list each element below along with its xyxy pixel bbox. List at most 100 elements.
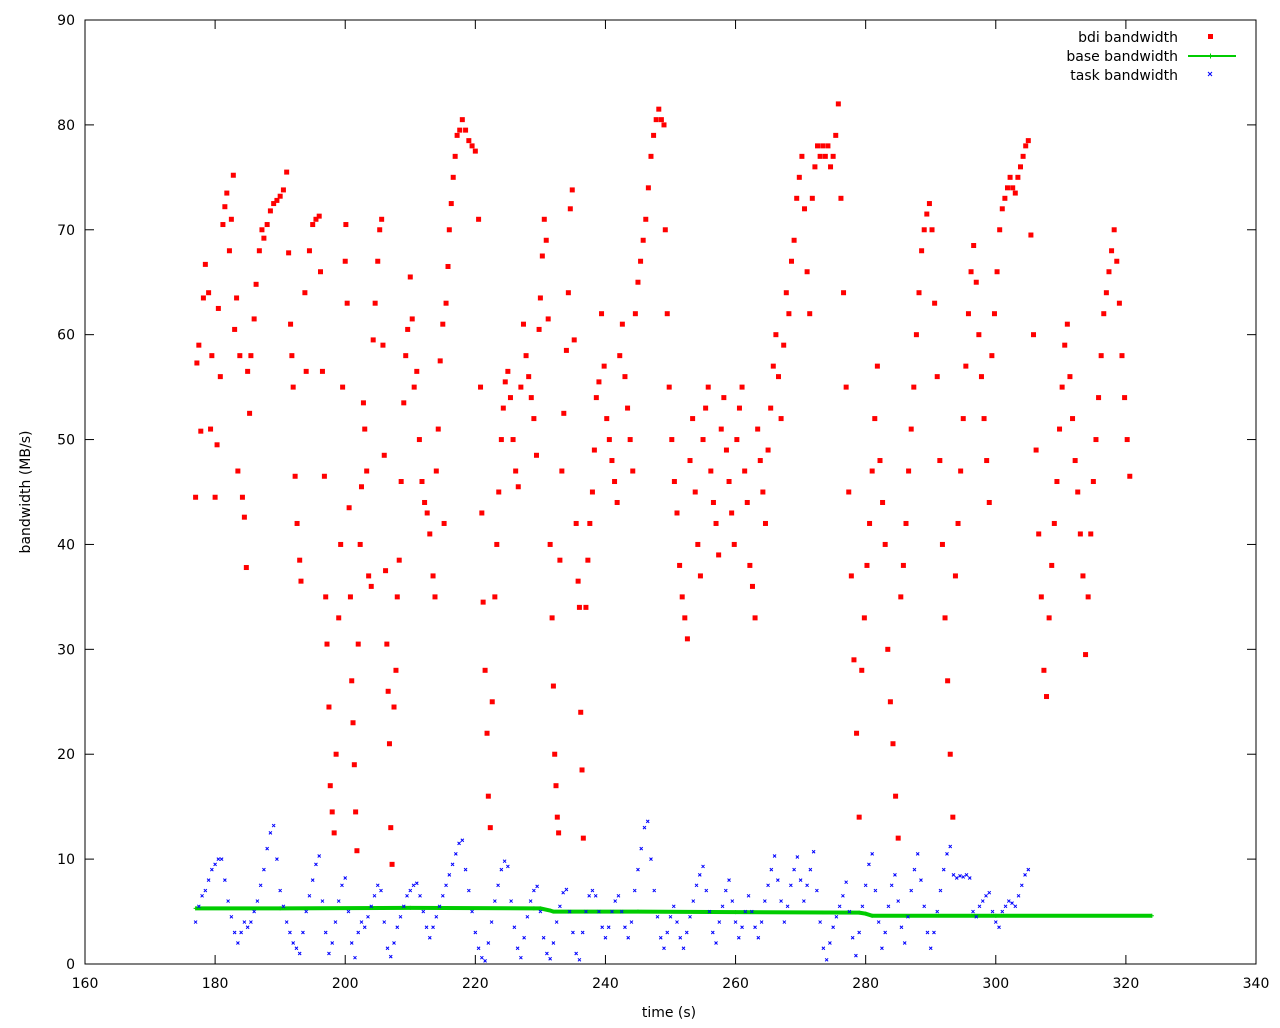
bdi-bandwidth-point [809, 195, 815, 201]
bdi-bandwidth-point [459, 117, 465, 123]
task-bandwidth-point [307, 893, 312, 898]
task-bandwidth-point [938, 888, 943, 893]
bdi-bandwidth-point [661, 122, 667, 128]
task-bandwidth-point [271, 823, 276, 828]
bdi-bandwidth-point [579, 767, 585, 773]
legend-entry-task: task bandwidth [1070, 68, 1213, 84]
task-bandwidth-point [756, 935, 761, 940]
bdi-bandwidth-point [427, 531, 433, 537]
task-bandwidth-point [545, 951, 549, 956]
bdi-bandwidth-point [1059, 384, 1065, 390]
task-bandwidth-point [362, 925, 367, 930]
task-bandwidth-point [284, 920, 289, 924]
bdi-bandwidth-point [653, 117, 659, 123]
bdi-bandwidth-point [214, 442, 220, 448]
bdi-bandwidth-point [640, 237, 646, 243]
task-bandwidth-point [450, 862, 455, 867]
task-bandwidth-point [961, 875, 966, 879]
task-bandwidth-point [863, 883, 868, 888]
bdi-bandwidth-point [710, 499, 716, 505]
bdi-bandwidth-point [556, 830, 562, 836]
bdi-bandwidth-point [306, 248, 312, 254]
bdi-bandwidth-point [619, 321, 625, 327]
task-bandwidth-point [291, 941, 296, 945]
task-bandwidth-point [281, 904, 286, 909]
task-bandwidth-point [749, 909, 754, 914]
task-bandwidth-point [935, 909, 940, 914]
task-bandwidth-point [320, 899, 325, 903]
task-bandwidth-point [766, 883, 770, 888]
task-bandwidth-point [941, 867, 946, 872]
task-bandwidth-point [821, 946, 826, 951]
task-bandwidth-point [730, 899, 735, 903]
bdi-bandwidth-point [833, 132, 839, 138]
task-bandwidth-point [642, 825, 647, 830]
bdi-bandwidth-point [358, 484, 364, 490]
bdi-bandwidth-point [288, 321, 294, 327]
bdi-bandwidth-point [200, 295, 206, 301]
bdi-bandwidth-point [755, 426, 761, 432]
bdi-bandwidth-point [971, 243, 977, 249]
bdi-bandwidth-point [877, 458, 883, 464]
task-bandwidth-point [343, 876, 348, 880]
task-bandwidth-point [697, 872, 702, 877]
bdi-bandwidth-point [323, 594, 329, 600]
bdi-bandwidth-point [217, 374, 223, 380]
task-bandwidth-point [499, 867, 504, 872]
bdi-bandwidth-point [289, 353, 295, 359]
bdi-bandwidth-point [398, 479, 404, 485]
bdi-bandwidth-point [526, 374, 532, 380]
bdi-bandwidth-point [656, 106, 662, 112]
bdi-bandwidth-point [900, 562, 906, 568]
bdi-bandwidth-point [316, 213, 322, 219]
task-bandwidth-point [268, 831, 273, 835]
x-tick-label: 200 [332, 976, 359, 992]
bdi-bandwidth-point [346, 505, 352, 511]
legend-label-bdi: bdi bandwidth [1078, 30, 1178, 46]
series-task-bandwidth [193, 819, 1031, 963]
bdi-bandwidth-point [1119, 353, 1125, 359]
task-bandwidth-point [317, 854, 322, 858]
bdi-bandwidth-point [1054, 479, 1060, 485]
bdi-bandwidth-point [463, 127, 469, 133]
task-bandwidth-point [893, 872, 897, 877]
bdi-bandwidth-point [958, 468, 964, 474]
bdi-bandwidth-point [643, 216, 649, 222]
bdi-bandwidth-point [828, 164, 834, 170]
bdi-bandwidth-point [476, 216, 482, 222]
bdi-bandwidth-point [999, 206, 1005, 212]
bdi-bandwidth-point [310, 222, 316, 228]
bdi-bandwidth-point [1044, 694, 1050, 700]
bdi-bandwidth-point [333, 751, 339, 757]
bdi-bandwidth-point [194, 360, 200, 366]
y-tick-label: 40 [57, 537, 75, 553]
bdi-bandwidth-point [1062, 342, 1068, 348]
task-bandwidth-point [554, 920, 559, 924]
bdi-bandwidth-point [726, 479, 732, 485]
task-bandwidth-point [688, 914, 692, 919]
bdi-bandwidth-point [984, 458, 990, 464]
bdi-bandwidth-point [1093, 437, 1099, 443]
bdi-bandwidth-point [1002, 195, 1008, 201]
task-bandwidth-point [379, 888, 383, 893]
bdi-bandwidth-point [350, 720, 356, 726]
bdi-bandwidth-point [708, 468, 714, 474]
bdi-bandwidth-point [569, 187, 575, 193]
task-bandwidth-point [509, 899, 513, 903]
legend-marker-bdi [1208, 34, 1213, 39]
y-tick-label: 10 [57, 852, 75, 868]
bdi-bandwidth-point [705, 384, 711, 390]
task-bandwidth-point [925, 930, 930, 935]
bdi-bandwidth-point [593, 395, 599, 401]
bdi-bandwidth-point [494, 541, 500, 547]
bdi-bandwidth-point [553, 783, 559, 789]
bdi-bandwidth-point [515, 484, 521, 490]
bdi-bandwidth-point [989, 353, 995, 359]
task-bandwidth-point [206, 878, 211, 882]
bdi-bandwidth-point [259, 227, 265, 233]
bdi-bandwidth-point [327, 783, 333, 789]
task-bandwidth-point [967, 876, 972, 880]
bdi-bandwidth-point [362, 426, 368, 432]
task-bandwidth-point [262, 867, 266, 872]
task-bandwidth-point [945, 852, 949, 856]
